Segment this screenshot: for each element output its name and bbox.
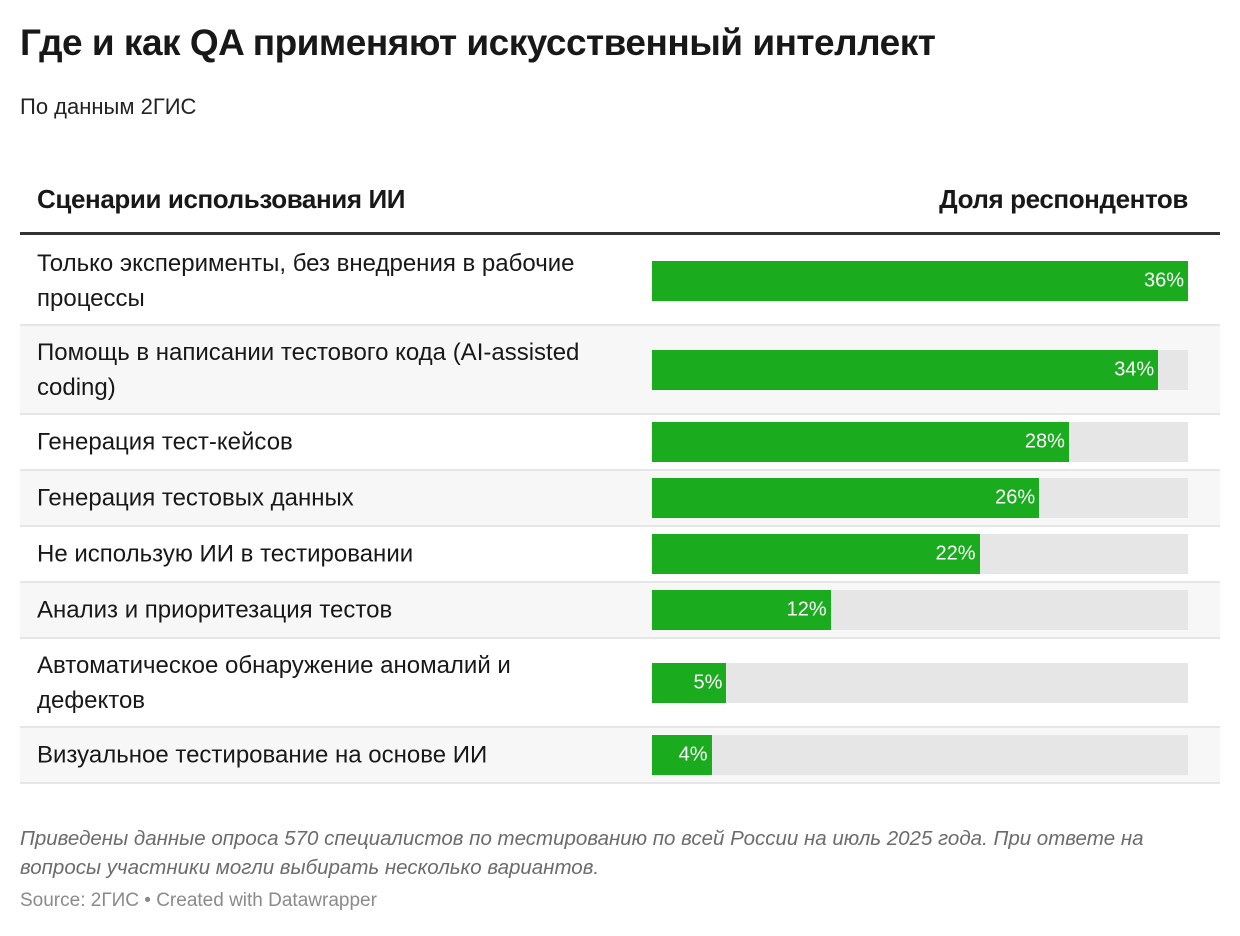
table-row: Не использую ИИ в тестировании 22%	[20, 527, 1220, 583]
bar-track: 12%	[652, 590, 1188, 630]
bar: 36%	[652, 260, 1188, 301]
bar-track: 26%	[652, 478, 1188, 518]
bar: 4%	[652, 735, 712, 775]
row-label: Автоматическое обнаружение аномалий и де…	[37, 651, 511, 714]
bar-value-label: 22%	[935, 542, 976, 565]
bar-value-label: 5%	[693, 671, 723, 693]
chart-source: Source: 2ГИС • Created with Datawrapper	[20, 890, 377, 911]
row-label: Визуальное тестирование на основе ИИ	[37, 741, 488, 769]
bar-value-label: 36%	[1143, 269, 1184, 291]
row-label: Помощь в написании тестового кода (AI-as…	[37, 338, 580, 401]
table-row: Генерация тест-кейсов 28%	[20, 415, 1220, 471]
bar: 34%	[652, 349, 1159, 390]
bar: 26%	[652, 478, 1040, 518]
bar-track: 36%	[652, 260, 1188, 301]
bar-value-label: 12%	[786, 598, 827, 621]
bar-track: 5%	[652, 662, 1188, 703]
chart-subtitle: По данным 2ГИС	[20, 94, 197, 119]
table-body: Только эксперименты, без внедрения в раб…	[20, 237, 1220, 784]
table-row: Анализ и приоритезация тестов 12%	[20, 583, 1220, 639]
table-row: Генерация тестовых данных 26%	[20, 471, 1220, 527]
column-header-share: Доля респондентов	[939, 184, 1188, 214]
bar-value-label: 34%	[1114, 358, 1155, 380]
bar-track: 34%	[652, 349, 1188, 390]
column-header-scenarios: Сценарии использования ИИ	[37, 184, 406, 214]
table-row: Визуальное тестирование на основе ИИ 4%	[20, 728, 1220, 784]
bar-value-label: 26%	[995, 486, 1036, 509]
row-label: Генерация тестовых данных	[37, 484, 354, 512]
row-label: Генерация тест-кейсов	[37, 428, 293, 456]
bar: 5%	[652, 662, 727, 703]
bar: 22%	[652, 534, 980, 574]
bar-value-label: 4%	[678, 743, 708, 766]
table-row: Автоматическое обнаружение аномалий и де…	[20, 639, 1220, 728]
chart-note: Приведены данные опроса 570 специалистов…	[20, 827, 1144, 879]
bar-track: 22%	[652, 534, 1188, 574]
table-row: Помощь в написании тестового кода (AI-as…	[20, 326, 1220, 415]
table-row: Только эксперименты, без внедрения в раб…	[20, 237, 1220, 326]
chart-title: Где и как QA применяют искусственный инт…	[20, 22, 936, 63]
row-label: Не использую ИИ в тестировании	[37, 540, 414, 568]
row-label: Только эксперименты, без внедрения в раб…	[37, 249, 575, 312]
bar-value-label: 28%	[1024, 430, 1065, 453]
bar: 12%	[652, 590, 831, 630]
table-header: Сценарии использования ИИ Доля респонден…	[20, 176, 1220, 235]
bar-track: 4%	[652, 735, 1188, 775]
row-label: Анализ и приоритезация тестов	[37, 596, 393, 624]
bar: 28%	[652, 422, 1069, 462]
bar-track: 28%	[652, 422, 1188, 462]
